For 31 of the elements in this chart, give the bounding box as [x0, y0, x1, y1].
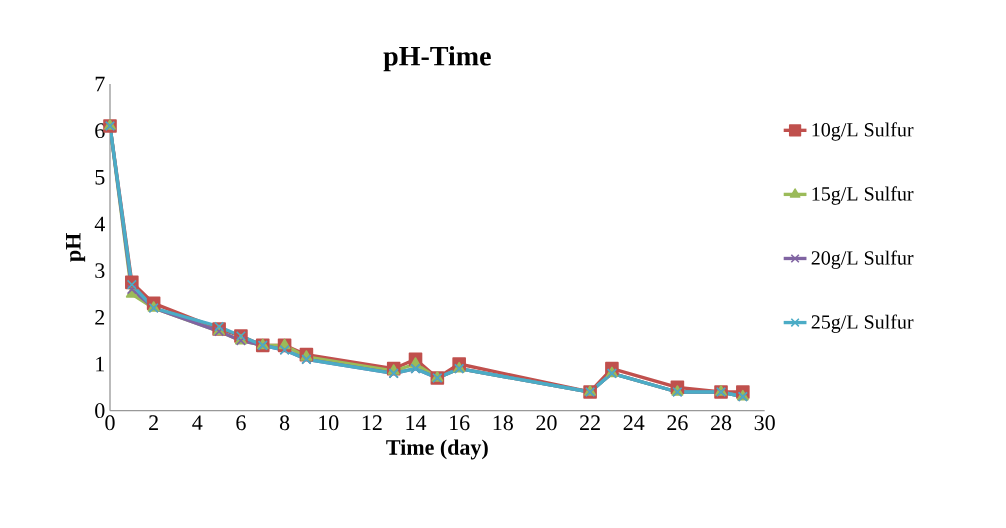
y-tick-label: 5	[95, 170, 105, 185]
x-tick-label: 28	[710, 415, 732, 431]
y-axis-title: pH	[66, 233, 86, 262]
y-tick-label: 4	[94, 216, 105, 232]
y-tick-label: 7	[95, 76, 105, 92]
x-tick-label: 16	[450, 415, 470, 431]
x-tick-label: 8	[279, 415, 290, 431]
legend-label: 25g/L Sulfur	[811, 314, 914, 333]
legend-label: 15g/L Sulfur	[812, 186, 914, 205]
x-tick-label: 12	[362, 415, 382, 430]
x-tick-label: 10	[319, 415, 339, 431]
x-tick-label: 4	[192, 415, 203, 430]
x-tick-label: 2	[149, 415, 158, 430]
x-tick-label: 0	[105, 415, 115, 431]
legend-label: 20g/L Sulfur	[811, 250, 914, 269]
x-tick-label: 26	[667, 415, 688, 431]
y-tick-label: 2	[95, 310, 105, 325]
y-tick-label: 3	[95, 263, 105, 279]
x-tick-label: 20	[536, 415, 557, 431]
y-tick-label: 0	[95, 403, 105, 419]
chart-title: pH-Time	[383, 45, 491, 72]
x-tick-label: 14	[406, 415, 427, 430]
x-tick-label: 18	[493, 415, 513, 431]
y-tick-label: 1	[96, 356, 104, 372]
y-tick-label: 6	[95, 123, 105, 139]
x-tick-label: 6	[236, 415, 246, 431]
legend-label: 10g/L Sulfur	[812, 122, 914, 141]
x-axis-title: Time (day)	[386, 439, 488, 460]
x-tick-label: 30	[754, 415, 775, 431]
x-tick-label: 22	[580, 415, 600, 430]
x-tick-label: 24	[623, 415, 645, 430]
